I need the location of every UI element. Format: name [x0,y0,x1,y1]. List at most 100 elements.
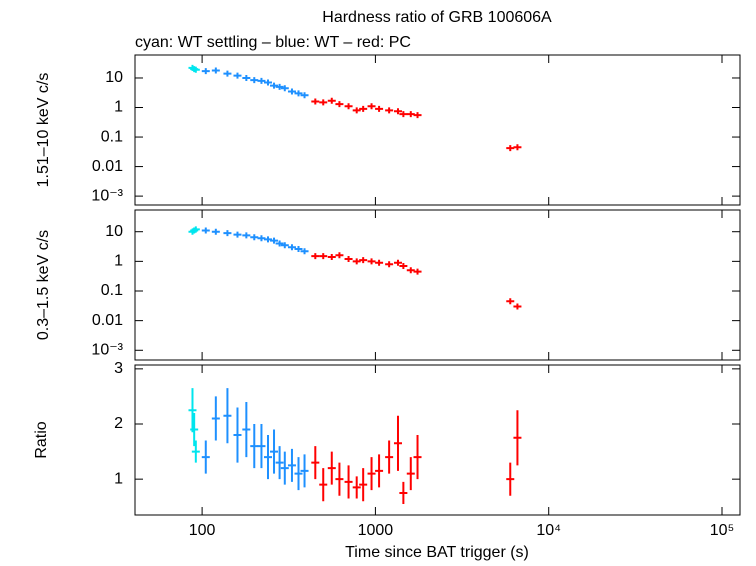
y-axis-label: 0.3–1.5 keV c/s [35,230,52,340]
data-point [375,105,384,112]
data-point [385,261,394,268]
data-point [191,226,200,233]
data-point [257,235,266,242]
error-bar [375,454,384,488]
y-tick-label: 10 [105,69,123,86]
plot-frame [134,54,741,206]
error-bar [311,446,320,480]
error-bar [191,440,200,463]
data-point [294,246,303,253]
y-tick-label: 1 [114,99,123,116]
data-point [242,74,251,81]
data-point [257,77,266,84]
error-bar [280,451,289,485]
data-point [344,103,353,110]
data-point [233,231,242,238]
error-bar [190,412,199,447]
data-point [385,107,394,114]
error-bar [257,424,266,469]
data-point [201,227,210,234]
y-tick-label: 0.1 [101,128,123,145]
y-tick-label: 10⁻³ [91,187,123,204]
x-axis-label: Time since BAT trigger (s) [345,544,529,561]
error-bar [406,457,415,491]
data-point [393,259,402,266]
error-bar [327,451,336,485]
error-bar [335,462,344,496]
data-point [359,257,368,264]
data-point [506,298,515,305]
error-bar [270,429,279,474]
data-point [311,253,320,260]
data-point [406,267,415,274]
data-point [513,144,522,151]
y-axis-label: Ratio [33,421,50,458]
data-point [319,253,328,260]
data-point [223,70,232,77]
error-bar [413,435,422,480]
data-point [201,68,210,75]
data-point [413,112,422,119]
data-point [335,252,344,259]
data-point [242,232,251,239]
error-bar [211,396,220,441]
data-point [211,67,220,74]
data-point [327,254,336,261]
error-bar [367,457,376,491]
error-bar [263,435,272,480]
error-bar [513,410,522,466]
data-point [263,79,272,86]
error-bar [250,424,259,469]
data-point [399,111,408,118]
y-tick-label: 0.01 [92,158,123,175]
error-bar [319,468,328,502]
data-point [280,85,289,92]
y-tick-label: 2 [114,415,123,432]
data-point [294,90,303,97]
data-point [359,105,368,112]
data-point [375,259,384,266]
error-bar [188,388,197,433]
x-tick-label: 10⁵ [710,522,734,539]
error-bar [393,415,402,471]
data-point [311,98,320,105]
y-tick-label: 0.1 [101,282,123,299]
x-tick-label: 100 [189,522,216,539]
data-point [250,77,259,84]
data-point [367,258,376,265]
y-tick-label: 0.01 [92,312,123,329]
error-bar [201,440,210,474]
data-point [513,303,522,310]
error-bar [344,465,353,499]
error-bar [352,476,361,499]
data-point [275,240,284,247]
data-point [399,262,408,269]
data-point [287,88,296,95]
x-tick-label: 10⁴ [536,522,561,539]
data-point [233,72,242,79]
data-point [280,242,289,249]
y-axis-label: 1.51–10 keV c/s [35,73,52,188]
data-point [211,228,220,235]
data-point [335,101,344,108]
data-point [250,234,259,241]
data-point [413,268,422,275]
y-tick-label: 1 [114,470,123,487]
data-point [287,244,296,251]
plot-frame [134,209,741,361]
data-point [300,92,309,99]
data-point [223,230,232,237]
chart-subtitle: cyan: WT settling – blue: WT – red: PC [135,34,411,51]
y-tick-label: 10⁻³ [91,341,123,358]
error-bar [223,388,232,444]
error-bar [275,446,284,480]
y-tick-label: 1 [114,253,123,270]
data-point [344,256,353,263]
plot-frame [134,364,741,516]
error-bar [287,448,296,482]
x-tick-label: 1000 [358,522,394,539]
y-tick-label: 3 [114,360,123,377]
data-point [263,236,272,243]
data-point [352,258,361,265]
